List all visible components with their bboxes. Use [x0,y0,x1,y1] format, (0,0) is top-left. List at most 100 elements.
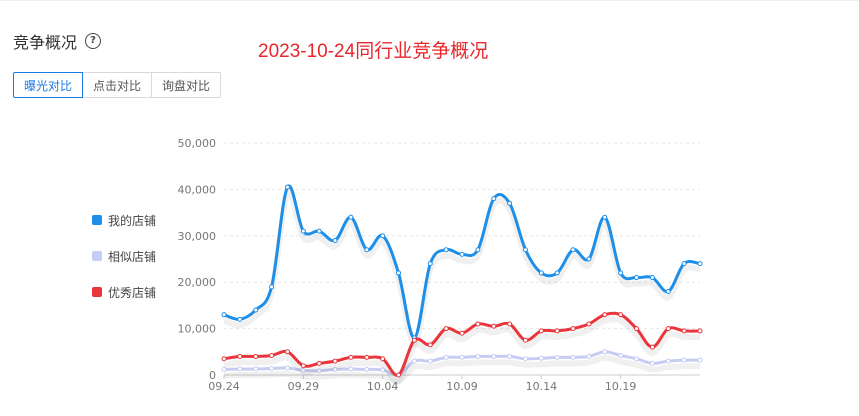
data-point [507,321,513,327]
data-point [491,353,497,359]
data-point [332,366,338,372]
legend-item-top-stores[interactable]: 优秀店铺 [92,285,156,300]
data-point [316,360,322,366]
data-point [538,355,544,361]
data-point [253,366,259,372]
data-point [507,353,513,359]
data-point [491,196,497,202]
data-point [570,326,576,332]
annotation-text: 2023-10-24同行业竞争概况 [258,41,489,62]
data-point [348,366,354,372]
data-point [554,270,560,276]
data-point [316,368,322,374]
data-point [697,328,703,334]
data-point [364,354,370,360]
data-point [348,354,354,360]
data-point [427,261,433,267]
tab-inquiries[interactable]: 询盘对比 [151,72,222,98]
data-point [681,328,687,334]
legend-label: 我的店铺 [108,213,157,228]
data-point [618,312,624,318]
tab-exposure[interactable]: 曝光对比 [13,72,84,98]
data-point [665,288,671,294]
data-point [221,312,227,318]
data-point [284,365,290,371]
data-point [618,270,624,276]
legend-swatch [92,251,102,261]
section-header: 竞争概况 ? [13,29,102,53]
y-tick-label: 40,000 [178,183,217,196]
data-point [634,326,640,332]
data-point [697,261,703,267]
comparison-tabs: 曝光对比 点击对比 询盘对比 [13,72,222,98]
series-shadow [222,188,701,347]
data-point [443,354,449,360]
data-point [269,366,275,372]
data-point [507,200,513,206]
data-point [522,337,528,343]
x-tick-label: 10.09 [446,380,478,393]
legend-swatch [92,287,102,297]
data-point [332,237,338,243]
question-circle-icon[interactable]: ? [85,33,102,49]
data-point [681,357,687,363]
y-tick-label: 50,000 [178,137,217,150]
data-point [634,356,640,362]
data-point [649,360,655,366]
x-tick-label: 10.04 [367,380,399,393]
data-point [522,356,528,362]
data-point [269,353,275,359]
y-tick-label: 20,000 [178,276,217,289]
y-tick-label: 10,000 [178,323,217,336]
data-point [459,251,465,257]
data-point [427,358,433,364]
data-point [570,354,576,360]
data-point [586,353,592,359]
data-point [427,342,433,348]
data-point [348,214,354,220]
data-point [253,353,259,359]
data-point [443,326,449,332]
data-point [459,354,465,360]
legend-item-my-store[interactable]: 我的店铺 [92,213,157,228]
data-point [364,247,370,253]
data-point [396,270,402,276]
top-divider [0,0,859,1]
data-point [284,349,290,355]
data-point [554,354,560,360]
data-point [649,344,655,350]
data-point [364,366,370,372]
series-shadow [223,316,701,385]
section-title: 竞争概况 [13,33,78,52]
data-point [300,363,306,369]
data-point [284,184,290,190]
tab-clicks[interactable]: 点击对比 [82,72,153,98]
data-point [554,328,560,334]
data-point [380,356,386,362]
data-point [681,261,687,267]
legend-item-similar-stores[interactable]: 相似店铺 [92,249,157,264]
data-point [649,275,655,281]
data-point [522,247,528,253]
data-point [300,367,306,373]
data-point [665,326,671,332]
data-point [586,321,592,327]
series-shadow [223,354,701,385]
legend-swatch [92,215,102,225]
data-point [237,353,243,359]
legend-label: 相似店铺 [108,249,157,264]
data-point [570,247,576,253]
data-point [586,256,592,262]
data-point [602,312,608,318]
data-point [221,366,227,372]
data-point [237,316,243,322]
data-point [491,323,497,329]
data-point [300,228,306,234]
data-point [602,349,608,355]
data-point [380,233,386,239]
y-tick-label: 30,000 [178,230,217,243]
data-point [634,275,640,281]
data-point [237,366,243,372]
data-point [443,247,449,253]
